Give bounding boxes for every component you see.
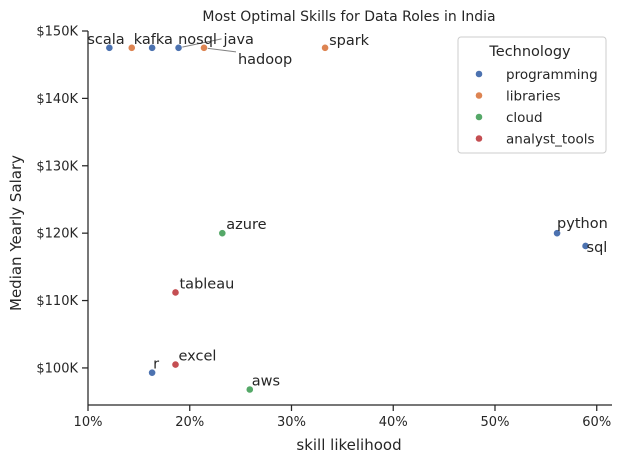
legend-entry: cloud (506, 110, 543, 126)
y-tick-label: $120K (36, 227, 78, 242)
data-point (245, 385, 254, 394)
point-label: sql (587, 240, 608, 256)
x-tick-label: 20% (175, 415, 204, 430)
point-labels: scala kafka nosql java hadoop spark azure pytho… (87, 32, 607, 390)
x-tick-label: 30% (277, 415, 306, 430)
y-tick-label: $110K (36, 294, 78, 309)
legend-marker (475, 134, 483, 143)
annotation-lines (178, 38, 237, 53)
data-point (581, 242, 590, 250)
data-points (105, 43, 590, 394)
data-point (321, 43, 329, 52)
point-label: excel (179, 349, 217, 365)
legend-entry: libraries (506, 89, 561, 105)
legend-marker (475, 113, 483, 121)
legend-entry: analyst_tools (506, 132, 595, 148)
data-point (174, 43, 183, 52)
x-tick-label: 40% (379, 415, 408, 430)
point-label: hadoop (238, 52, 292, 68)
point-label: spark (329, 33, 370, 49)
x-axis-label: skill likelihood (296, 436, 401, 454)
data-point (171, 360, 180, 369)
point-label: azure (226, 217, 266, 233)
point-label: java (223, 32, 254, 48)
data-point (200, 43, 208, 52)
y-tick-label: $140K (36, 92, 78, 107)
point-label: python (557, 216, 608, 232)
data-point (127, 43, 136, 52)
point-label: scala (87, 32, 124, 48)
y-axis-label: Median Yearly Salary (7, 155, 25, 311)
point-label: tableau (180, 276, 235, 292)
data-point (148, 43, 157, 52)
x-tick-label: 50% (481, 415, 510, 430)
data-point (553, 229, 561, 238)
point-label: nosql (178, 32, 217, 48)
x-tick-label: 10% (74, 415, 103, 430)
point-label: aws (252, 374, 280, 390)
axes: 10% 20% 30% 40% 50% 60% $100K $110K $120K $130K $1… (36, 25, 612, 430)
data-point (171, 288, 180, 297)
legend: Technology programming libraries cloud analy… (457, 36, 607, 154)
data-point (105, 43, 114, 52)
y-tick-label: $150K (36, 25, 78, 40)
legend-entry: programming (506, 67, 598, 83)
legend-title: Technology (488, 44, 571, 60)
annotation-line (203, 47, 237, 53)
data-point (218, 229, 227, 238)
data-point (148, 368, 157, 377)
y-tick-label: $130K (36, 159, 78, 174)
point-label: r (153, 357, 159, 373)
legend-box (457, 36, 607, 154)
point-label: kafka (134, 32, 173, 48)
chart-title: Most Optimal Skills for Data Roles in In… (202, 9, 495, 25)
legend-marker (475, 70, 483, 78)
x-tick-label: 60% (582, 415, 611, 430)
legend-marker (475, 91, 483, 100)
annotation-line (178, 38, 222, 49)
y-tick-label: $100K (36, 361, 78, 376)
